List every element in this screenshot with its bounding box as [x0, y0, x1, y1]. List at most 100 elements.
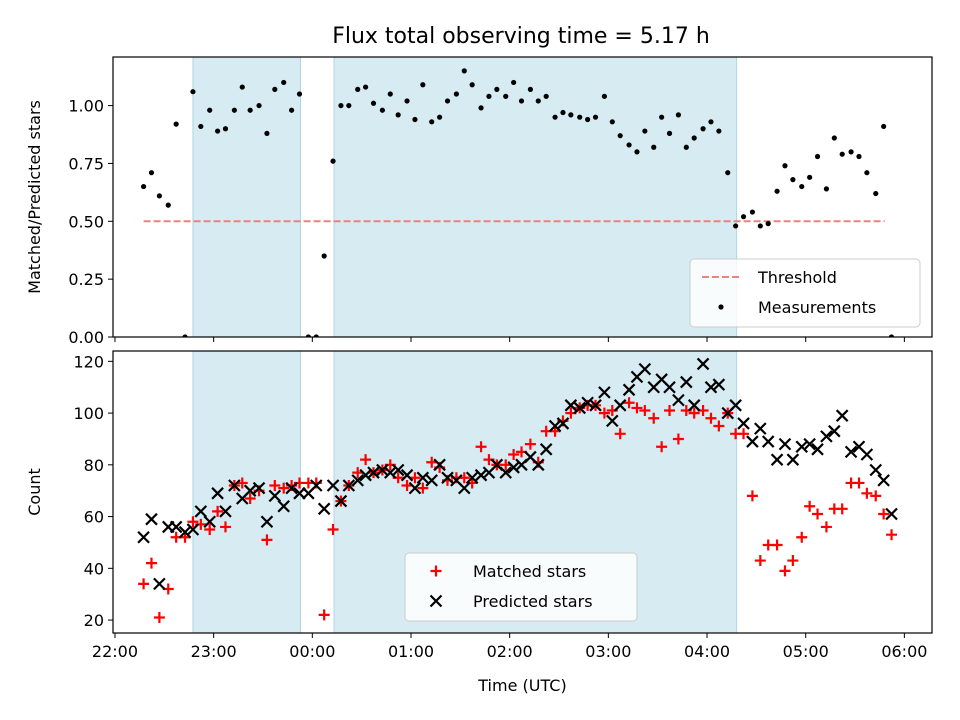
measurements-point [412, 116, 418, 123]
matched-stars-point [500, 459, 512, 471]
matched-stars-point [738, 428, 750, 440]
matched-stars-point [779, 565, 791, 577]
measurements-point [617, 133, 623, 139]
matched-stars-point [269, 480, 281, 492]
measurements-point [330, 158, 336, 164]
measurements-point [296, 91, 303, 97]
predicted-stars-point [178, 525, 192, 539]
matched-stars-point [656, 441, 668, 453]
predicted-stars-point [803, 437, 816, 451]
measurements-point [518, 98, 525, 104]
measurements-point [363, 84, 369, 90]
observing-interval-2 [333, 57, 738, 337]
measurements-point [864, 170, 870, 176]
measurements-point [453, 91, 459, 97]
measurements-point [321, 253, 327, 259]
matched-stars-point [508, 448, 520, 460]
measurements-point [666, 130, 673, 136]
measurements-point [272, 86, 278, 92]
measurements-point [355, 86, 361, 92]
predicted-stars-point [145, 512, 158, 526]
predicted-stars-point [211, 487, 224, 500]
y-tick-label: 40 [84, 559, 104, 578]
matched-stars-point [236, 477, 248, 489]
matched-stars-point [204, 524, 216, 536]
predicted-stars-point [598, 386, 611, 399]
measurements-point [888, 334, 895, 337]
legend-box [689, 258, 921, 328]
matched-stars-point [631, 402, 643, 414]
y-tick-label: 0.00 [68, 328, 104, 347]
matched-stars-point [705, 412, 717, 424]
measurements-point [601, 93, 608, 99]
measurements-point [165, 202, 171, 208]
predicted-stars-point [137, 530, 150, 544]
matched-stars-point [812, 508, 824, 520]
predicted-stars-point [746, 435, 759, 448]
matched-stars-point [870, 490, 882, 502]
measurements-point [675, 112, 682, 118]
predicted-stars-point [778, 437, 792, 451]
matched-stars-point [187, 516, 199, 528]
y-tick-label: 100 [73, 404, 104, 423]
matched-stars-point [426, 456, 438, 468]
predicted-stars-point [334, 494, 348, 508]
y-axis-label: Count [25, 468, 44, 516]
matched-stars-point [796, 531, 808, 543]
matched-stars-point [212, 505, 224, 517]
x-tick-label: 02:00 [487, 642, 533, 661]
measurements-point [725, 170, 731, 176]
predicted-stars-point [499, 466, 513, 479]
predicted-stars-point [869, 463, 883, 477]
measurements-point [395, 112, 401, 118]
measurements-point [511, 79, 517, 86]
predicted-stars-point [712, 378, 726, 391]
matched-stars-point [771, 539, 783, 551]
matched-stars-point [145, 557, 157, 569]
measurements-point [740, 214, 747, 220]
predicted-stars-point [835, 409, 849, 422]
y-tick-label: 20 [84, 611, 104, 630]
y-tick-label: 120 [73, 352, 104, 371]
legend-swatch-predicted-stars [429, 594, 443, 608]
matched-stars-point [688, 407, 700, 419]
measurements-point [708, 119, 714, 125]
legend-label-predicted-stars: Predicted stars [473, 592, 593, 611]
matched-stars-point [664, 405, 676, 417]
axes-frame [112, 350, 933, 634]
matched-stars-point [861, 487, 873, 499]
predicted-stars-point [326, 479, 340, 492]
predicted-stars-point [885, 507, 898, 521]
matched-stars-point [853, 477, 865, 489]
measurements-point [733, 223, 739, 229]
measurements-point [774, 188, 780, 194]
measurements-point [247, 107, 253, 113]
measurements-point [585, 116, 591, 123]
predicted-stars-point [268, 489, 282, 503]
measurements-point [264, 130, 270, 136]
measurements-point [814, 153, 821, 160]
measurements-point [831, 135, 837, 141]
measurements-point [156, 193, 162, 199]
predicted-stars-point [622, 383, 636, 397]
predicted-stars-point [606, 414, 619, 428]
figure-title: Flux total observing time = 5.17 h [332, 24, 710, 49]
measurements-point [214, 128, 221, 134]
plot-area [140, 57, 895, 337]
predicted-stars-point [376, 463, 389, 477]
predicted-stars-point [672, 393, 685, 407]
matched-stars-point [648, 412, 660, 424]
predicted-stars-point [252, 481, 266, 495]
x-tick-label: 04:00 [684, 642, 730, 661]
measurements-point [683, 144, 689, 150]
measurements-point [765, 221, 771, 227]
measurements-point [379, 107, 385, 113]
predicted-stars-point [786, 453, 800, 466]
legend-label-matched-stars: Matched stars [473, 562, 586, 581]
predicted-stars-point [458, 481, 471, 495]
matched-stars-point [878, 508, 890, 520]
x-tick-label: 03:00 [585, 642, 631, 661]
measurements-point [839, 151, 845, 157]
matched-stars-point [352, 467, 364, 479]
